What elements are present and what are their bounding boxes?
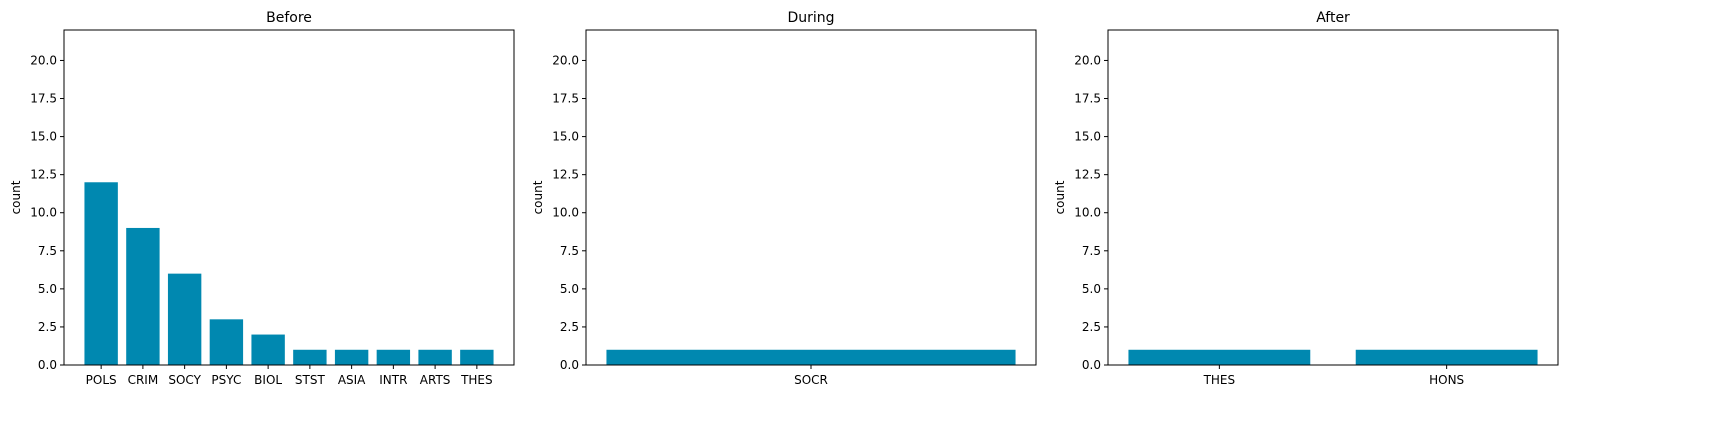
y-tick-label: 20.0 xyxy=(552,53,579,67)
y-tick-label: 15.0 xyxy=(552,130,579,144)
y-tick-label: 5.0 xyxy=(1082,282,1101,296)
y-tick-label: 10.0 xyxy=(552,206,579,220)
y-tick-label: 0.0 xyxy=(560,358,579,372)
bar-hons xyxy=(1355,349,1538,365)
panel-0: 0.0 2.5 5.0 7.5 10.0 12.5 15.0 17.5 20.0 POLS CRIM… xyxy=(9,10,515,387)
chart-title: During xyxy=(787,10,834,26)
bar-socr xyxy=(606,349,1016,365)
y-axis-label: count xyxy=(531,180,545,214)
x-tick-label: SOCR xyxy=(794,373,828,387)
y-tick-label: 7.5 xyxy=(38,244,57,258)
x-tick-label: THES xyxy=(1203,373,1236,387)
y-axis-label: count xyxy=(9,180,23,214)
bar-biol xyxy=(251,334,285,365)
bar-pols xyxy=(84,182,118,365)
y-tick-label: 7.5 xyxy=(560,244,579,258)
y-tick-label: 12.5 xyxy=(1074,168,1101,182)
bar-thes xyxy=(1128,349,1311,365)
x-tick-label: INTR xyxy=(379,373,407,387)
y-tick-label: 15.0 xyxy=(1074,130,1101,144)
y-tick-label: 0.0 xyxy=(1082,358,1101,372)
y-tick-label: 2.5 xyxy=(38,320,57,334)
bar-arts xyxy=(418,349,452,365)
x-tick-label: ASIA xyxy=(338,373,366,387)
y-tick-label: 17.5 xyxy=(1074,92,1101,106)
x-tick-label: POLS xyxy=(86,373,117,387)
y-tick-label: 12.5 xyxy=(30,168,57,182)
x-tick-label: ARTS xyxy=(420,373,451,387)
y-axis-label: count xyxy=(1053,180,1067,214)
axes-frame xyxy=(63,29,515,366)
bar-stst xyxy=(293,349,327,365)
y-tick-label: 2.5 xyxy=(560,320,579,334)
y-tick-label: 5.0 xyxy=(38,282,57,296)
y-tick-label: 2.5 xyxy=(1082,320,1101,334)
bar-asia xyxy=(334,349,369,365)
axes-frame xyxy=(585,29,1037,366)
x-tick-label: PSYC xyxy=(211,373,241,387)
axes-frame xyxy=(1107,29,1559,366)
y-tick-label: 0.0 xyxy=(38,358,57,372)
y-tick-label: 20.0 xyxy=(1074,53,1101,67)
y-tick-label: 17.5 xyxy=(30,92,57,106)
bar-socy xyxy=(167,273,202,365)
bar-thes xyxy=(460,349,494,365)
y-tick-label: 7.5 xyxy=(1082,244,1101,258)
y-tick-label: 12.5 xyxy=(552,168,579,182)
x-tick-label: BIOL xyxy=(254,373,282,387)
y-tick-label: 17.5 xyxy=(552,92,579,106)
x-tick-label: HONS xyxy=(1429,373,1464,387)
chart-title: After xyxy=(1316,10,1350,26)
x-tick-label: THES xyxy=(460,373,493,387)
bar-intr xyxy=(376,349,411,365)
x-tick-label: STST xyxy=(295,373,326,387)
panel-1: 0.0 2.5 5.0 7.5 10.0 12.5 15.0 17.5 20.0 SOCR Duri… xyxy=(531,10,1037,387)
panel-2: 0.0 2.5 5.0 7.5 10.0 12.5 15.0 17.5 20.0 THES HONS… xyxy=(1053,10,1559,387)
chart-title: Before xyxy=(266,10,312,26)
bar-psyc xyxy=(209,319,244,365)
y-tick-label: 5.0 xyxy=(560,282,579,296)
x-tick-label: SOCY xyxy=(168,373,201,387)
bar-crim xyxy=(126,227,160,365)
x-tick-label: CRIM xyxy=(128,373,159,387)
y-tick-label: 20.0 xyxy=(30,53,57,67)
y-tick-label: 15.0 xyxy=(30,130,57,144)
y-tick-label: 10.0 xyxy=(1074,206,1101,220)
y-tick-label: 10.0 xyxy=(30,206,57,220)
